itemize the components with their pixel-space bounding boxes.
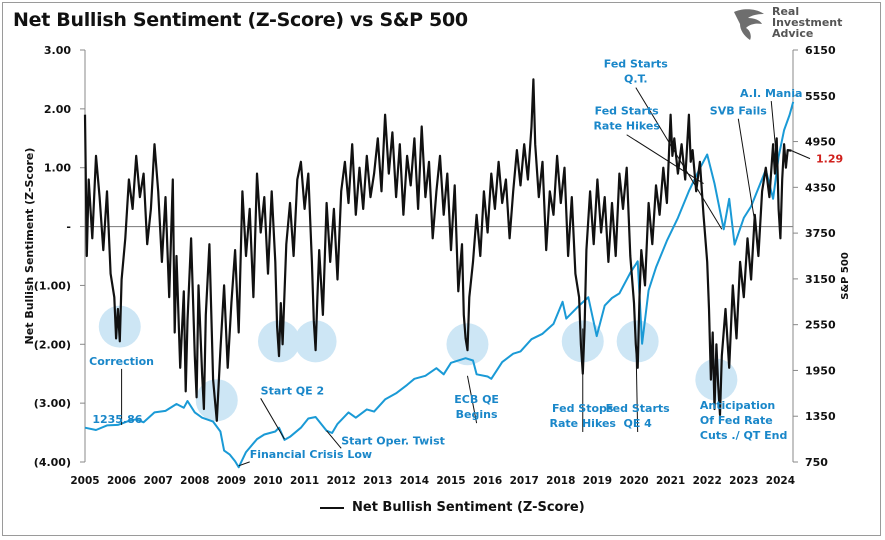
annotation-leader: [260, 398, 285, 440]
annotation-label: Anticipation: [700, 399, 775, 412]
current-value-label: 1.29: [816, 153, 843, 166]
annotation-leader: [238, 461, 250, 467]
left-axis-tick-label: (4.00): [34, 456, 71, 469]
x-axis-tick-label: 2021: [656, 475, 685, 487]
x-axis-tick-label: 2023: [729, 475, 758, 487]
annotation-label: Of Fed Rate: [700, 414, 773, 427]
annotation-label: Begins: [456, 408, 498, 421]
left-axis-tick-label: (3.00): [34, 397, 71, 410]
chart-title: Net Bullish Sentiment (Z-Score) vs S&P 5…: [13, 9, 468, 31]
annotation-label: Cuts ./ QT End: [700, 429, 787, 442]
right-axis-tick-label: 2550: [805, 319, 836, 332]
right-axis-tick-label: 1350: [805, 410, 836, 423]
sentiment-series: [83, 78, 792, 422]
annotation-leader: [635, 336, 639, 432]
right-axis-tick-label: 3750: [805, 227, 836, 240]
right-axis-tick-label: 1950: [805, 364, 836, 377]
x-axis-tick-label: 2017: [510, 475, 539, 487]
left-axis-tick-label: (1.00): [34, 279, 71, 292]
annotation-label: Rate Hikes: [593, 120, 660, 133]
x-axis-tick-label: 2013: [363, 475, 392, 487]
annotation-label: Fed Starts: [595, 105, 660, 118]
brand-line-2: Investment: [772, 16, 843, 29]
x-axis-tick-label: 2007: [144, 475, 173, 487]
annotation-label: Q.T.: [624, 73, 648, 86]
annotation-label: Fed Stops: [552, 402, 614, 415]
brand-name: Real Investment Advice: [772, 6, 842, 39]
series-line-s-p-500: [84, 101, 795, 469]
right-axis-tick-label: 750: [805, 456, 828, 469]
x-axis-tick-label: 2016: [473, 475, 502, 487]
left-axis-tick-label: -: [66, 221, 71, 234]
series-line-net-bullish-sentiment-z-score-: [83, 78, 792, 422]
left-axis-tick-label: 1.00: [44, 162, 71, 175]
x-axis-tick-label: 2014: [400, 475, 429, 487]
annotation-label: Correction: [89, 355, 154, 368]
annotation-leader: [770, 101, 778, 161]
x-axis-tick-label: 2008: [180, 475, 209, 487]
axes: 3.00 2.00 1.00 - (1.00) (2.00) (3.00) (4.00) Net…: [23, 44, 851, 487]
x-axis-tick-label: 2022: [693, 475, 722, 487]
annotation-label: Rate Hikes: [550, 417, 617, 430]
x-axis-tick-label: 2019: [583, 475, 612, 487]
left-axis-tick-label: 2.00: [44, 103, 71, 116]
right-axis-tick-label: 4350: [805, 181, 836, 194]
annotation-label: Financial Crisis Low: [250, 448, 372, 461]
x-axis-tick-label: 2005: [70, 475, 99, 487]
annotation-leader: [626, 134, 704, 184]
legend: Net Bullish Sentiment (Z-Score): [320, 500, 585, 515]
annotation-label: QE 4: [623, 417, 652, 430]
right-axis-tick-label: 3150: [805, 273, 836, 286]
right-axis-tick-label: 4950: [805, 136, 836, 149]
brand-line-3: Advice: [772, 27, 814, 40]
legend-label: Net Bullish Sentiment (Z-Score): [352, 500, 585, 515]
left-axis-tick-label: (2.00): [34, 338, 71, 351]
x-axis-tick-label: 2009: [217, 475, 246, 487]
current-value-leader: [791, 150, 811, 160]
x-axis-tick-label: 2010: [253, 475, 282, 487]
x-axis-tick-label: 2015: [436, 475, 465, 487]
legend-swatch: [320, 506, 344, 509]
x-axis-tick-label: 2018: [546, 475, 575, 487]
x-axis-tick-label: 2006: [107, 475, 136, 487]
annotation-label: Fed Starts: [606, 402, 671, 415]
sp500-series: [84, 101, 795, 469]
eagle-logo-icon: [734, 9, 764, 40]
annotation-leader: [635, 87, 723, 230]
annotation-label: SVB Fails: [710, 105, 767, 118]
brand-line-1: Real: [772, 5, 800, 18]
annotation-label: A.I. Mania: [740, 87, 802, 100]
annotation-leader: [326, 430, 342, 449]
x-axis-tick-label: 2012: [327, 475, 356, 487]
annotation-label: Start Oper. Twist: [341, 434, 445, 447]
annotation-label: ECB QE: [454, 393, 499, 406]
annotation-leader: [466, 375, 478, 424]
x-axis-tick-label: 2011: [290, 475, 319, 487]
annotation-label: Start QE 2: [261, 384, 324, 397]
x-axis-tick-label: 2024: [766, 475, 795, 487]
annotation-label: 1235.86: [92, 413, 142, 426]
annotations: 1.29 Correction 1235.86 Start QE 2 Financial…: [89, 58, 843, 467]
left-axis-tick-label: 3.00: [44, 44, 71, 57]
right-axis-tick-label: 5550: [805, 90, 836, 103]
right-axis-tick-label: 6150: [805, 44, 836, 57]
left-axis-label: Net Bullish Sentiment (Z-Score): [23, 148, 36, 345]
right-axis-label: S&P 500: [840, 252, 851, 300]
x-axis-tick-label: 2020: [619, 475, 648, 487]
annotation-label: Fed Starts: [604, 58, 669, 71]
annotation-leader: [737, 118, 756, 222]
